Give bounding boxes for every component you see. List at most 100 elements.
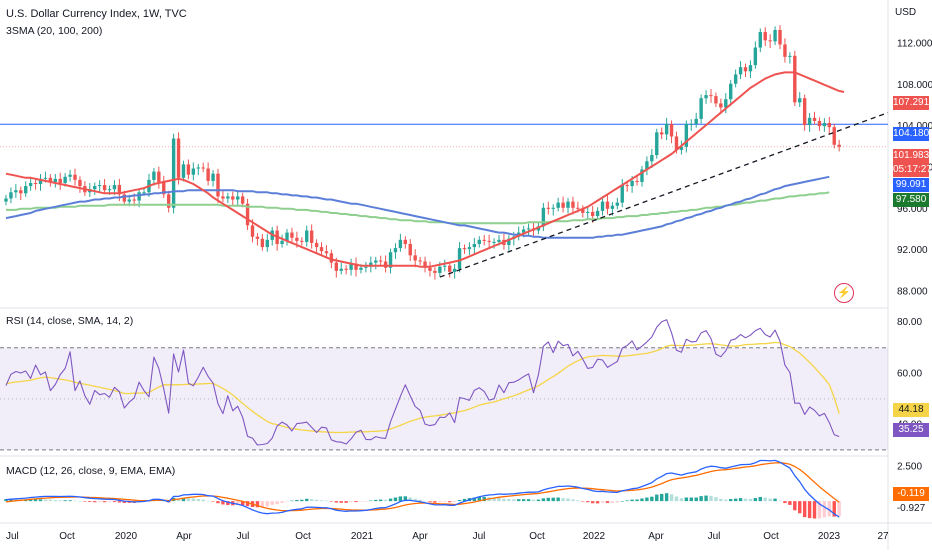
candle-body [487,240,491,242]
lightning-icon[interactable]: ⚡ [834,283,854,303]
candle-body [832,127,836,145]
macd-histogram-bar [512,499,516,502]
candle-body [699,98,703,119]
macd-histogram-bar [521,499,526,502]
macd-histogram-bar [595,501,600,504]
candle-body [669,124,674,137]
candle-body [137,192,141,201]
candle-body [369,262,373,267]
macd-histogram-bar [477,496,481,502]
candle-body [571,201,575,208]
macd-histogram-bar [181,497,186,502]
candle-body [305,230,309,242]
candle-body [28,182,33,187]
rsi-indicator-label[interactable]: RSI (14, close, SMA, 14, 2) [6,315,134,327]
macd-histogram-bar [590,501,595,504]
candle-body [309,230,314,243]
chart-title: U.S. Dollar Currency Index, 1W, TVC [6,8,187,20]
price-axis-tick-label: 96.000 [897,204,928,215]
candle-body [112,185,117,190]
macd-histogram-bar [438,501,442,503]
macd-histogram-bar [443,501,447,502]
macd-histogram-bar [68,500,72,502]
candle-body [349,263,353,270]
candle-body [107,189,112,191]
macd-histogram-bar [581,501,585,502]
macd-histogram-bar [655,494,659,502]
candle-body [423,261,427,268]
macd-histogram-bar [398,496,403,502]
time-axis-tick-label: Jul [237,531,250,542]
candle-body [753,47,758,66]
candle-body [605,201,610,209]
macd-indicator-label[interactable]: MACD (12, 26, close, 9, EMA, EMA) [6,465,176,477]
macd-histogram-bar [403,496,408,502]
candle-body [285,232,289,241]
macd-histogram-bar [743,498,748,502]
macd-histogram-bar [566,498,570,502]
candle-body [93,186,97,190]
sma20-line [5,71,845,268]
macd-histogram-bar [763,497,767,502]
macd-histogram-bar [201,499,205,502]
candle-body [802,98,807,126]
sma-indicator-label[interactable]: 3SMA (20, 100, 200) [6,25,103,37]
candle-body [645,161,649,170]
sma200-line [6,191,830,225]
candle-body [566,201,570,208]
candle-body [526,228,531,230]
macd-histogram-bar [610,501,615,503]
macd-histogram-bar [300,499,304,502]
candle-body [339,268,343,271]
macd-histogram-bar [221,501,225,505]
macd-histogram-bar [265,501,269,507]
candle-body [9,192,13,199]
macd-histogram-bar [807,501,812,519]
macd-histogram-bar [28,499,33,502]
macd-histogram-bar [9,499,13,502]
candle-body [206,168,210,181]
macd-histogram-bar [388,498,393,502]
macd-histogram-bar [97,501,102,503]
candle-body [102,185,107,191]
candle-body [162,181,166,195]
macd-histogram-bar [117,501,122,503]
macd-histogram-bar [359,501,363,502]
candle-body [704,95,708,99]
candle-body [171,138,176,208]
candle-body [541,207,546,227]
macd-histogram-bar [492,497,496,502]
macd-histogram-bar [448,501,452,503]
candle-body [53,178,57,182]
macd-histogram-bar [260,501,265,508]
macd-histogram-bar [689,497,693,502]
macd-histogram-bar [196,499,200,502]
countdown-tag: 05:17:27 [893,163,932,177]
time-axis-tick-label: Apr [176,531,192,542]
candle-body [748,65,753,72]
macd-histogram-bar [275,501,279,505]
candle-body [408,243,412,256]
macd-histogram-bar [704,495,708,502]
macd-histogram-bar [4,499,8,502]
candle-body [724,99,728,108]
candle-body [837,144,841,147]
macd-histogram-bar [38,499,43,502]
candle-body [788,55,792,57]
macd-histogram-bar [364,501,368,502]
macd-histogram-bar [191,498,196,502]
candle-body [142,192,146,194]
candle-body [295,237,299,241]
macd-histogram-bar [408,497,412,502]
time-axis-tick-label: 2020 [115,531,138,542]
candle-body [201,167,205,169]
macd-histogram-bar [812,501,817,519]
macd-histogram-bar [526,499,531,502]
macd-histogram-bar [645,497,649,502]
macd-histogram-bar [822,501,827,518]
candle-body [324,251,329,254]
macd-histogram-bar [423,500,427,502]
candle-body [117,185,122,195]
